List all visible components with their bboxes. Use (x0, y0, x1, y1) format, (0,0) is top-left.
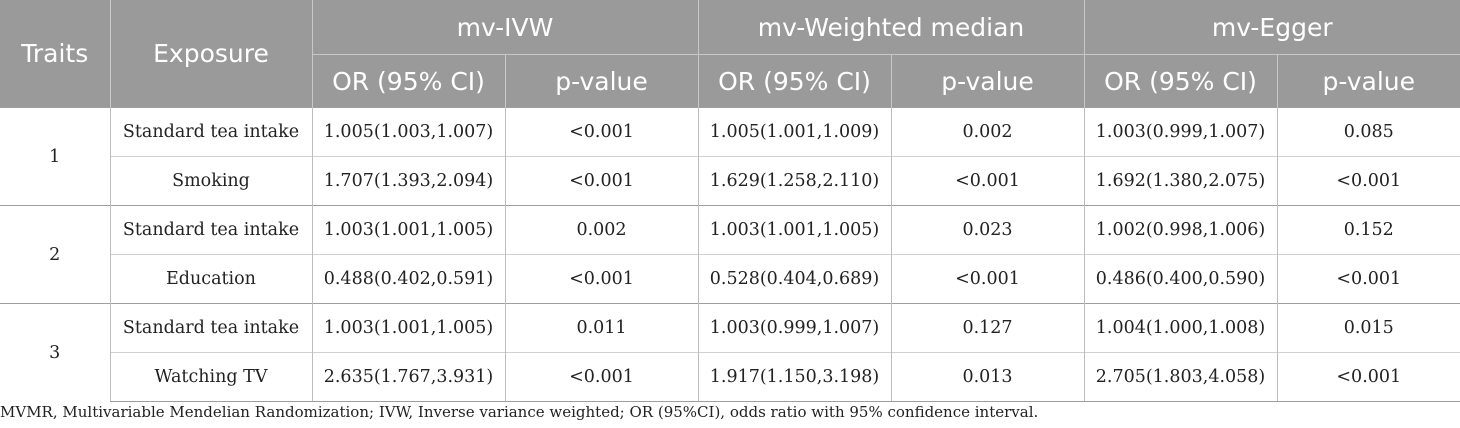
egger-or-cell: 1.004(1.000,1.008) (1083, 303, 1278, 353)
ivw-p-cell: <0.001 (504, 107, 699, 157)
ivw-p-cell: <0.001 (504, 254, 699, 304)
header-exposure: Exposure (109, 0, 312, 108)
table-row: Smoking 1.707(1.393,2.094) <0.001 1.629(… (0, 156, 1460, 206)
wm-or-cell: 1.003(0.999,1.007) (697, 303, 892, 353)
egger-p-cell: <0.001 (1276, 254, 1460, 304)
egger-p-cell: 0.015 (1276, 303, 1460, 353)
header-p-egger: p-value (1276, 54, 1460, 108)
table-header: Traits Exposure mv-IVW mv-Weighted media… (0, 0, 1460, 108)
table-row: 1 Standard tea intake 1.005(1.003,1.007)… (0, 107, 1460, 206)
trait-cell: 1 (0, 107, 110, 206)
ivw-p-cell: <0.001 (504, 352, 699, 402)
egger-p-cell: 0.085 (1276, 107, 1460, 157)
egger-p-cell: <0.001 (1276, 156, 1460, 206)
table-body: 1 Standard tea intake 1.005(1.003,1.007)… (0, 107, 1460, 402)
table-row: Education 0.488(0.402,0.591) <0.001 0.52… (0, 254, 1460, 304)
egger-p-cell: <0.001 (1276, 352, 1460, 402)
exposure-cell: Standard tea intake (109, 205, 312, 255)
table-row: 2 Standard tea intake 1.003(1.001,1.005)… (0, 205, 1460, 304)
egger-or-cell: 2.705(1.803,4.058) (1083, 352, 1278, 402)
exposure-cell: Standard tea intake (109, 107, 312, 157)
exposure-cell: Smoking (109, 156, 312, 206)
exposure-cell: Standard tea intake (109, 303, 312, 353)
table-row: Watching TV 2.635(1.767,3.931) <0.001 1.… (0, 352, 1460, 402)
wm-p-cell: 0.013 (890, 352, 1085, 402)
egger-p-cell: 0.152 (1276, 205, 1460, 255)
egger-or-cell: 1.002(0.998,1.006) (1083, 205, 1278, 255)
header-p-ivw: p-value (504, 54, 699, 108)
results-table: Traits Exposure mv-IVW mv-Weighted media… (0, 0, 1460, 402)
ivw-p-cell: <0.001 (504, 156, 699, 206)
header-or-egger: OR (95% CI) (1083, 54, 1278, 108)
wm-or-cell: 1.629(1.258,2.110) (697, 156, 892, 206)
header-method-egger: mv-Egger (1083, 0, 1460, 55)
wm-p-cell: 0.023 (890, 205, 1085, 255)
exposure-cell: Education (109, 254, 312, 304)
exposure-cell: Watching TV (109, 352, 312, 402)
egger-or-cell: 1.003(0.999,1.007) (1083, 107, 1278, 157)
wm-or-cell: 1.005(1.001,1.009) (697, 107, 892, 157)
header-or-ivw: OR (95% CI) (311, 54, 505, 108)
trait-cell: 3 (0, 303, 110, 402)
ivw-or-cell: 1.005(1.003,1.007) (311, 107, 505, 157)
trait-cell: 2 (0, 205, 110, 304)
wm-p-cell: <0.001 (890, 156, 1085, 206)
ivw-or-cell: 1.003(1.001,1.005) (311, 205, 505, 255)
wm-p-cell: 0.127 (890, 303, 1085, 353)
wm-p-cell: <0.001 (890, 254, 1085, 304)
table-row: 3 Standard tea intake 1.003(1.001,1.005)… (0, 303, 1460, 402)
ivw-or-cell: 0.488(0.402,0.591) (311, 254, 505, 304)
ivw-or-cell: 2.635(1.767,3.931) (311, 352, 505, 402)
ivw-p-cell: 0.011 (504, 303, 699, 353)
header-p-weighted-median: p-value (890, 54, 1085, 108)
egger-or-cell: 1.692(1.380,2.075) (1083, 156, 1278, 206)
wm-p-cell: 0.002 (890, 107, 1085, 157)
ivw-or-cell: 1.003(1.001,1.005) (311, 303, 505, 353)
wm-or-cell: 1.003(1.001,1.005) (697, 205, 892, 255)
wm-or-cell: 1.917(1.150,3.198) (697, 352, 892, 402)
header-traits: Traits (0, 0, 110, 108)
table-footnote: MVMR, Multivariable Mendelian Randomizat… (0, 403, 1039, 421)
ivw-p-cell: 0.002 (504, 205, 699, 255)
header-method-weighted-median: mv-Weighted median (697, 0, 1085, 55)
wm-or-cell: 0.528(0.404,0.689) (697, 254, 892, 304)
ivw-or-cell: 1.707(1.393,2.094) (311, 156, 505, 206)
egger-or-cell: 0.486(0.400,0.590) (1083, 254, 1278, 304)
header-or-weighted-median: OR (95% CI) (697, 54, 892, 108)
header-method-ivw: mv-IVW (311, 0, 699, 55)
